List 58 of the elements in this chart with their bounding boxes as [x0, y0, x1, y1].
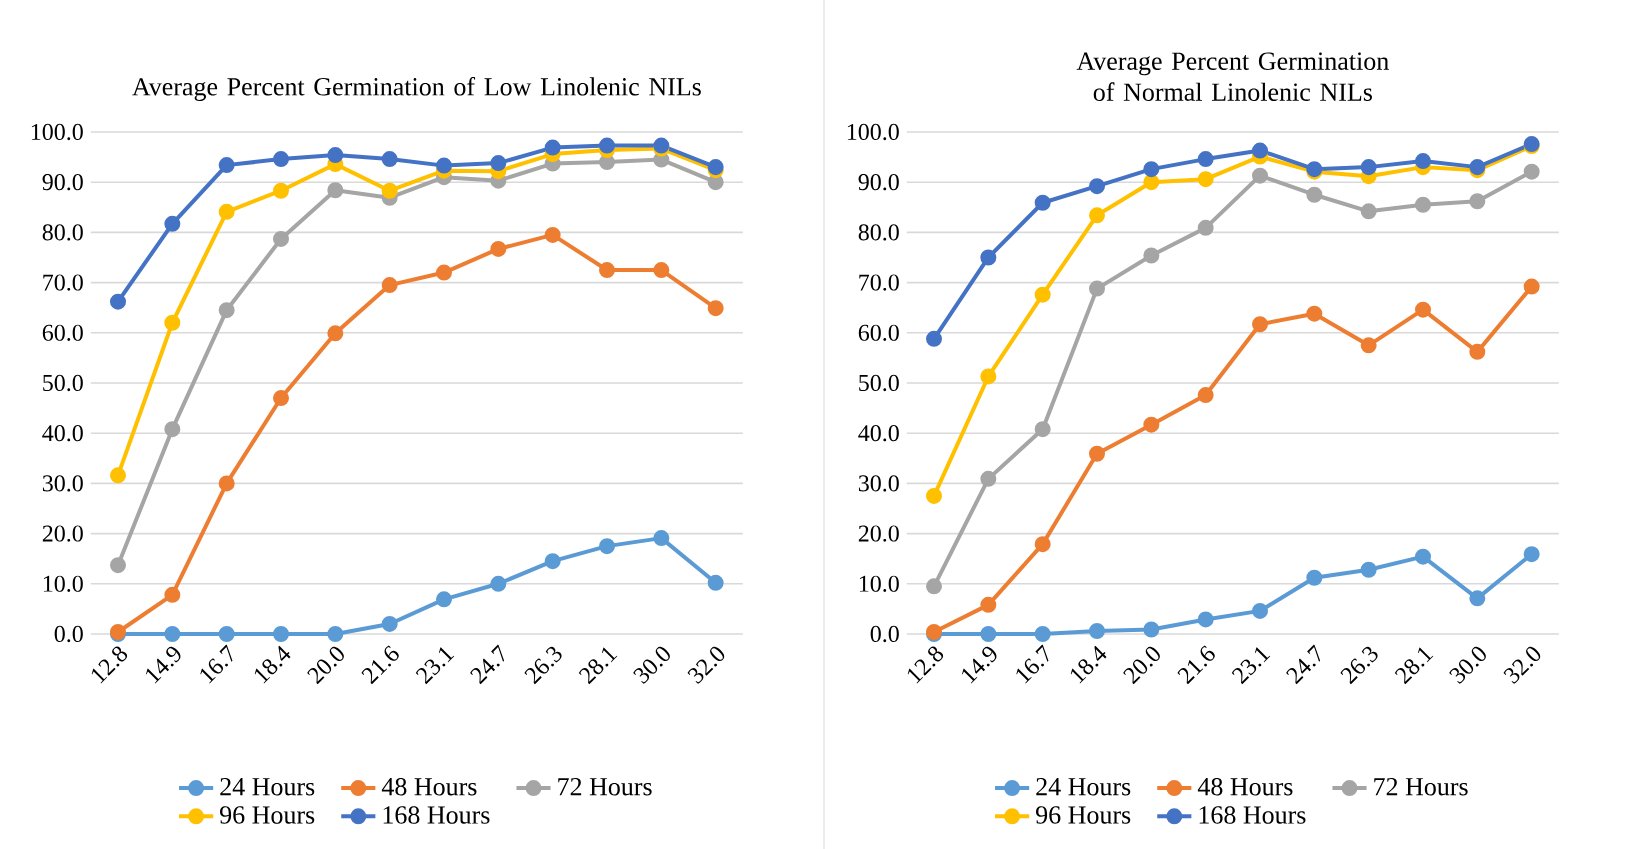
legend-label: 24 Hours	[220, 777, 315, 796]
legend-label: 96 Hours	[220, 806, 315, 824]
x-tick-label: 23.1	[415, 647, 455, 685]
y-tick-label: 50.0	[43, 374, 83, 392]
y-tick-label: 0.0	[54, 625, 83, 643]
y-tick-label: 80.0	[42, 224, 83, 241]
x-tick-label: 12.8	[907, 646, 944, 684]
x-tick-label: 28.1	[1394, 647, 1434, 685]
legend-label: 72 Hours	[1374, 777, 1468, 796]
x-tick-label: 28.1	[578, 647, 618, 685]
x-tick-label: 18.4	[1070, 645, 1107, 684]
y-tick-label: 70.0	[43, 274, 83, 291]
y-tick-label: 50.0	[859, 374, 899, 392]
legend-label: 168 Hours	[1199, 806, 1306, 824]
chart-title: Average Percent Germination of Low Linolenic NILs	[132, 76, 701, 101]
x-tick-label: 23.1	[1231, 647, 1271, 685]
y-tick-label: 20.0	[42, 525, 83, 542]
y-tick-label: 70.0	[859, 274, 899, 291]
y-tick-label: 90.0	[42, 174, 83, 191]
x-tick-label: 32.0	[1503, 646, 1541, 684]
x-tick-label: 26.3	[524, 646, 562, 685]
x-tick-label: 16.7	[1016, 644, 1049, 684]
x-tick-label: 21.6	[361, 645, 399, 685]
x-tick-label: 26.3	[1340, 646, 1378, 685]
x-tick-label: 24.7	[1286, 644, 1321, 685]
y-tick-label: 10.0	[859, 575, 899, 592]
x-tick-label: 14.9	[146, 646, 181, 684]
y-tick-label: 90.0	[858, 174, 899, 191]
legend-label: 168 Hours	[383, 806, 490, 824]
legend-label: 72 Hours	[558, 777, 652, 796]
x-tick-label: 12.8	[91, 646, 128, 684]
x-tick-label: 21.6	[1177, 645, 1215, 685]
legend-label: 48 Hours	[381, 777, 477, 796]
y-tick-label: 60.0	[858, 324, 899, 341]
legend-label: 48 Hours	[1197, 777, 1293, 796]
x-tick-label: 30.0	[633, 646, 670, 684]
x-tick-label: 24.7	[470, 644, 505, 685]
y-tick-label: 40.0	[858, 425, 899, 442]
y-tick-label: 30.0	[42, 475, 83, 492]
x-tick-label: 14.9	[962, 646, 997, 684]
x-tick-label: 32.0	[687, 646, 725, 684]
x-tick-label: 20.0	[307, 646, 344, 685]
y-tick-label: 30.0	[858, 475, 899, 492]
y-tick-label: 60.0	[42, 324, 83, 341]
y-tick-label: 20.0	[858, 525, 899, 542]
legend-label: 96 Hours	[1036, 806, 1131, 824]
legend-label: 24 Hours	[1036, 777, 1131, 796]
y-tick-label: 0.0	[870, 625, 899, 643]
y-tick-label: 40.0	[42, 425, 83, 442]
x-tick-label: 18.4	[254, 645, 291, 684]
y-tick-label: 80.0	[858, 224, 899, 241]
chart-title: Average Percent Germination of Normal Linolenic NILs	[1076, 52, 1389, 101]
y-tick-label: 100.0	[31, 123, 83, 141]
y-tick-label: 100.0	[847, 123, 899, 141]
x-tick-label: 20.0	[1123, 646, 1160, 685]
x-tick-label: 16.7	[200, 644, 233, 684]
y-tick-label: 10.0	[43, 575, 83, 592]
x-tick-label: 30.0	[1449, 646, 1486, 684]
